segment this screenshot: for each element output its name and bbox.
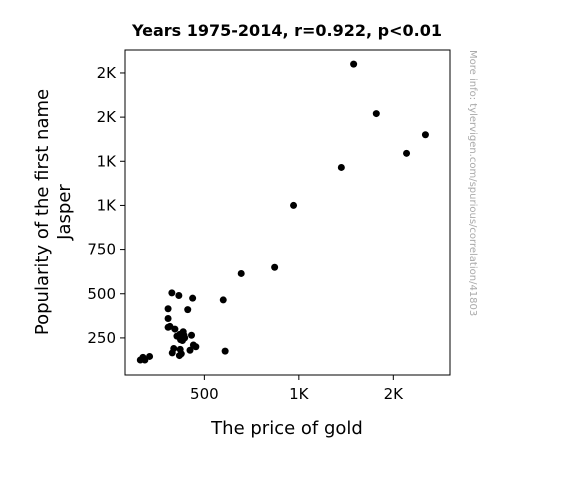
data-point xyxy=(237,269,245,277)
chart-title: Years 1975-2014, r=0.922, p<0.01 xyxy=(131,21,442,40)
y-tick-label: 1K xyxy=(97,152,118,170)
data-point xyxy=(181,334,189,342)
data-point xyxy=(219,296,227,304)
data-point xyxy=(170,345,178,353)
data-point xyxy=(164,314,172,322)
data-point xyxy=(421,131,429,139)
plot-area: 500 1K 2K 250 500 750 1K 1K 2K 2K xyxy=(87,49,451,403)
data-point xyxy=(221,347,229,355)
data-point xyxy=(188,331,196,339)
x-tick-label: 2K xyxy=(384,385,405,403)
data-point xyxy=(290,201,298,209)
y-tick-label: 2K xyxy=(97,64,118,82)
y-tick-label: 2K xyxy=(97,108,118,126)
x-tick-label: 500 xyxy=(190,385,219,403)
data-point xyxy=(271,263,279,271)
x-tick-label: 1K xyxy=(289,385,310,403)
y-tick-label: 750 xyxy=(87,241,116,259)
data-point xyxy=(168,289,176,297)
plot-frame xyxy=(124,49,451,376)
data-point xyxy=(189,294,197,302)
y-axis-label-line-2: Jasper xyxy=(54,184,75,241)
data-point xyxy=(337,163,345,171)
x-axis-label: The price of gold xyxy=(210,418,363,439)
data-point xyxy=(184,306,192,314)
watermark-text: More info: tylervigen.com/spurious/corre… xyxy=(467,50,478,316)
y-axis-label: Popularity of the first name Jasper xyxy=(32,89,75,335)
y-tick-label: 1K xyxy=(97,196,118,214)
data-point xyxy=(146,352,154,360)
x-axis-ticks: 500 1K 2K xyxy=(190,375,404,403)
data-point xyxy=(175,292,183,300)
data-point xyxy=(192,343,200,351)
y-tick-label: 250 xyxy=(87,329,116,347)
data-point xyxy=(177,350,185,358)
y-axis-label-line-1: Popularity of the first name xyxy=(32,89,53,335)
data-point xyxy=(171,325,179,333)
y-tick-label: 500 xyxy=(87,285,116,303)
data-point xyxy=(164,305,172,313)
data-point xyxy=(372,110,380,118)
data-point xyxy=(403,149,411,157)
watermark: More info: tylervigen.com/spurious/corre… xyxy=(467,50,478,316)
data-point xyxy=(350,60,358,68)
data-point xyxy=(186,346,194,354)
data-points xyxy=(136,60,429,364)
y-axis-ticks: 250 500 750 1K 1K 2K 2K xyxy=(87,64,125,347)
